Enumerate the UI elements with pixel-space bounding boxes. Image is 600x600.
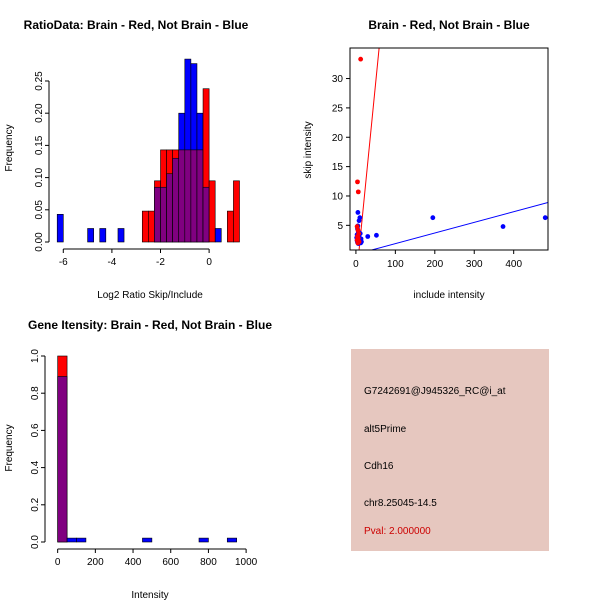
ratio-bar-3	[117, 228, 125, 243]
scatter-y-tick-label-2: 15	[332, 162, 344, 173]
ratio-bar-4	[141, 210, 149, 243]
intensity-x-tick-label-4: 800	[200, 557, 217, 568]
scatter-x-tick-label-3: 300	[466, 259, 483, 270]
intensity-axes: 0 200 400 600 800 1000 0.0 0.2 0.4 0.6 0.8 1.0	[30, 349, 258, 568]
ratio-title: RatioData: Brain - Red, Not Brain - Blue	[24, 18, 249, 32]
scatter-title: Brain - Red, Not Brain - Blue	[368, 18, 530, 32]
intensity-scatter: Brain - Red, Not Brain - Blue include in…	[303, 18, 549, 301]
intensity-x-tick-label-3: 600	[162, 557, 179, 568]
intensity-bar-3	[142, 537, 153, 543]
scatter-point-blue-2	[356, 218, 362, 224]
scatter-point-blue-7	[374, 232, 379, 238]
scatter-x-tick-label-4: 400	[505, 259, 522, 270]
ratio-overlap-bar-10	[178, 149, 186, 243]
ratio-overlap-bar-14	[202, 186, 210, 243]
scatter-point-red-2	[355, 189, 361, 195]
scatter-point-red-0	[358, 56, 364, 62]
ratio-x-tick-label-3: 0	[206, 257, 212, 268]
ratio-overlap-bar-9	[172, 157, 180, 243]
scatter-point-blue-5	[500, 224, 506, 229]
intensity-title: Gene Itensity: Brain - Red, Not Brain - …	[28, 318, 272, 332]
scatter-frame	[349, 47, 549, 251]
intensity-y-tick-label-5: 1.0	[30, 349, 41, 363]
ratio-overlap-bar-12	[190, 149, 198, 243]
intensity-x-tick-label-2: 400	[125, 557, 142, 568]
scatter-x-tick-label-1: 100	[387, 259, 404, 270]
probe-id: G7242691@J945326_RC@i_at	[364, 386, 506, 397]
intensity-bar-4	[198, 537, 209, 543]
ratio-y-tick-label-5: 0.25	[34, 71, 45, 91]
scatter-y-tick-label-3: 20	[332, 133, 344, 144]
ratio-histogram: RatioData: Brain - Red, Not Brain - Blue…	[4, 18, 249, 301]
ratio-xlabel: Log2 Ratio Skip/Include	[97, 290, 203, 301]
scatter-x-tick-label-2: 200	[426, 259, 443, 270]
ratio-overlap-bar-7	[160, 186, 167, 243]
intensity-xlabel: Intensity	[131, 590, 168, 600]
ratio-overlap-bar-13	[196, 149, 204, 243]
scatter-y-tick-label-0: 5	[337, 221, 343, 232]
scatter-point-blue-0	[355, 210, 361, 215]
scatter-point-red-1	[355, 179, 360, 185]
scatter-y-tick-label-1: 10	[332, 191, 344, 202]
ratio-bar-18	[227, 210, 234, 243]
intensity-y-tick-label-3: 0.6	[30, 423, 41, 437]
ratio-y-tick-label-3: 0.15	[34, 135, 45, 155]
p-value: Pval: 2.000000	[364, 526, 431, 537]
ratio-overlap-bar-6	[154, 186, 161, 243]
ratio-bar-19	[233, 180, 240, 243]
intensity-y-tick-label-1: 0.2	[30, 497, 41, 511]
scatter-x-tick-label-0: 0	[353, 259, 359, 270]
ratio-y-tick-label-2: 0.10	[34, 167, 45, 187]
intensity-x-tick-label-5: 1000	[235, 557, 258, 568]
scatter-point-blue-6	[365, 234, 371, 239]
scatter-fit-line-0	[358, 48, 380, 250]
intensity-y-tick-label-0: 0.0	[30, 535, 41, 549]
ratio-bar-0	[56, 214, 64, 243]
ratio-y-tick-label-0: 0.00	[34, 232, 45, 252]
scatter-point-red-10	[355, 240, 361, 246]
ratio-bar-16	[214, 228, 222, 243]
intensity-bars	[57, 355, 237, 543]
intensity-bar-5	[226, 537, 237, 543]
scatter-marks	[354, 48, 548, 250]
intensity-x-tick-label-0: 0	[55, 557, 61, 568]
intensity-overlap-bar-0	[57, 376, 68, 543]
ratio-bars	[56, 58, 240, 243]
scatter-fit-line-1	[371, 201, 548, 250]
ratio-bar-5	[148, 210, 155, 243]
scatter-point-blue-3	[430, 215, 436, 221]
ratio-overlap-bar-8	[166, 173, 173, 243]
intensity-bar-2	[76, 537, 87, 543]
ratio-y-tick-label-1: 0.05	[34, 200, 45, 220]
ratio-x-tick-label-1: -4	[107, 257, 116, 268]
scatter-point-blue-4	[542, 215, 548, 221]
intensity-x-tick-label-1: 200	[87, 557, 104, 568]
ratio-ylabel: Frequency	[4, 124, 15, 171]
event-type: alt5Prime	[364, 424, 407, 435]
scatter-y-tick-label-4: 25	[332, 103, 344, 114]
scatter-fit-lines	[358, 48, 548, 250]
ratio-overlap-bar-11	[184, 149, 192, 243]
gene-intensity-histogram: Gene Itensity: Brain - Red, Not Brain - …	[4, 318, 272, 600]
gene-info-panel: G7242691@J945326_RC@i_at alt5Prime Cdh16…	[351, 349, 549, 551]
intensity-ylabel: Frequency	[4, 424, 15, 471]
scatter-y-tick-label-5: 30	[332, 74, 344, 85]
scatter-axes: 0 100 200 300 400 5 10 15 20 25 30	[332, 47, 549, 270]
chromosome-location: chr8.25045-14.5	[364, 498, 437, 509]
ratio-y-tick-label-4: 0.20	[34, 103, 45, 123]
scatter-ylabel: skip intensity	[303, 121, 314, 178]
ratio-x-tick-label-0: -6	[59, 257, 68, 268]
gene-symbol: Cdh16	[364, 461, 394, 472]
intensity-bar-1	[66, 537, 77, 543]
ratio-bar-15	[208, 180, 216, 243]
ratio-axes: -6 -4 -2 0 0.00 0.05 0.10 0.15 0.20 0.25	[34, 71, 212, 268]
scatter-xlabel: include intensity	[413, 290, 484, 301]
intensity-y-tick-label-4: 0.8	[30, 386, 41, 400]
ratio-bar-2	[99, 228, 107, 243]
ratio-bar-1	[87, 228, 94, 243]
intensity-y-tick-label-2: 0.4	[30, 460, 41, 474]
ratio-x-tick-label-2: -2	[156, 257, 165, 268]
